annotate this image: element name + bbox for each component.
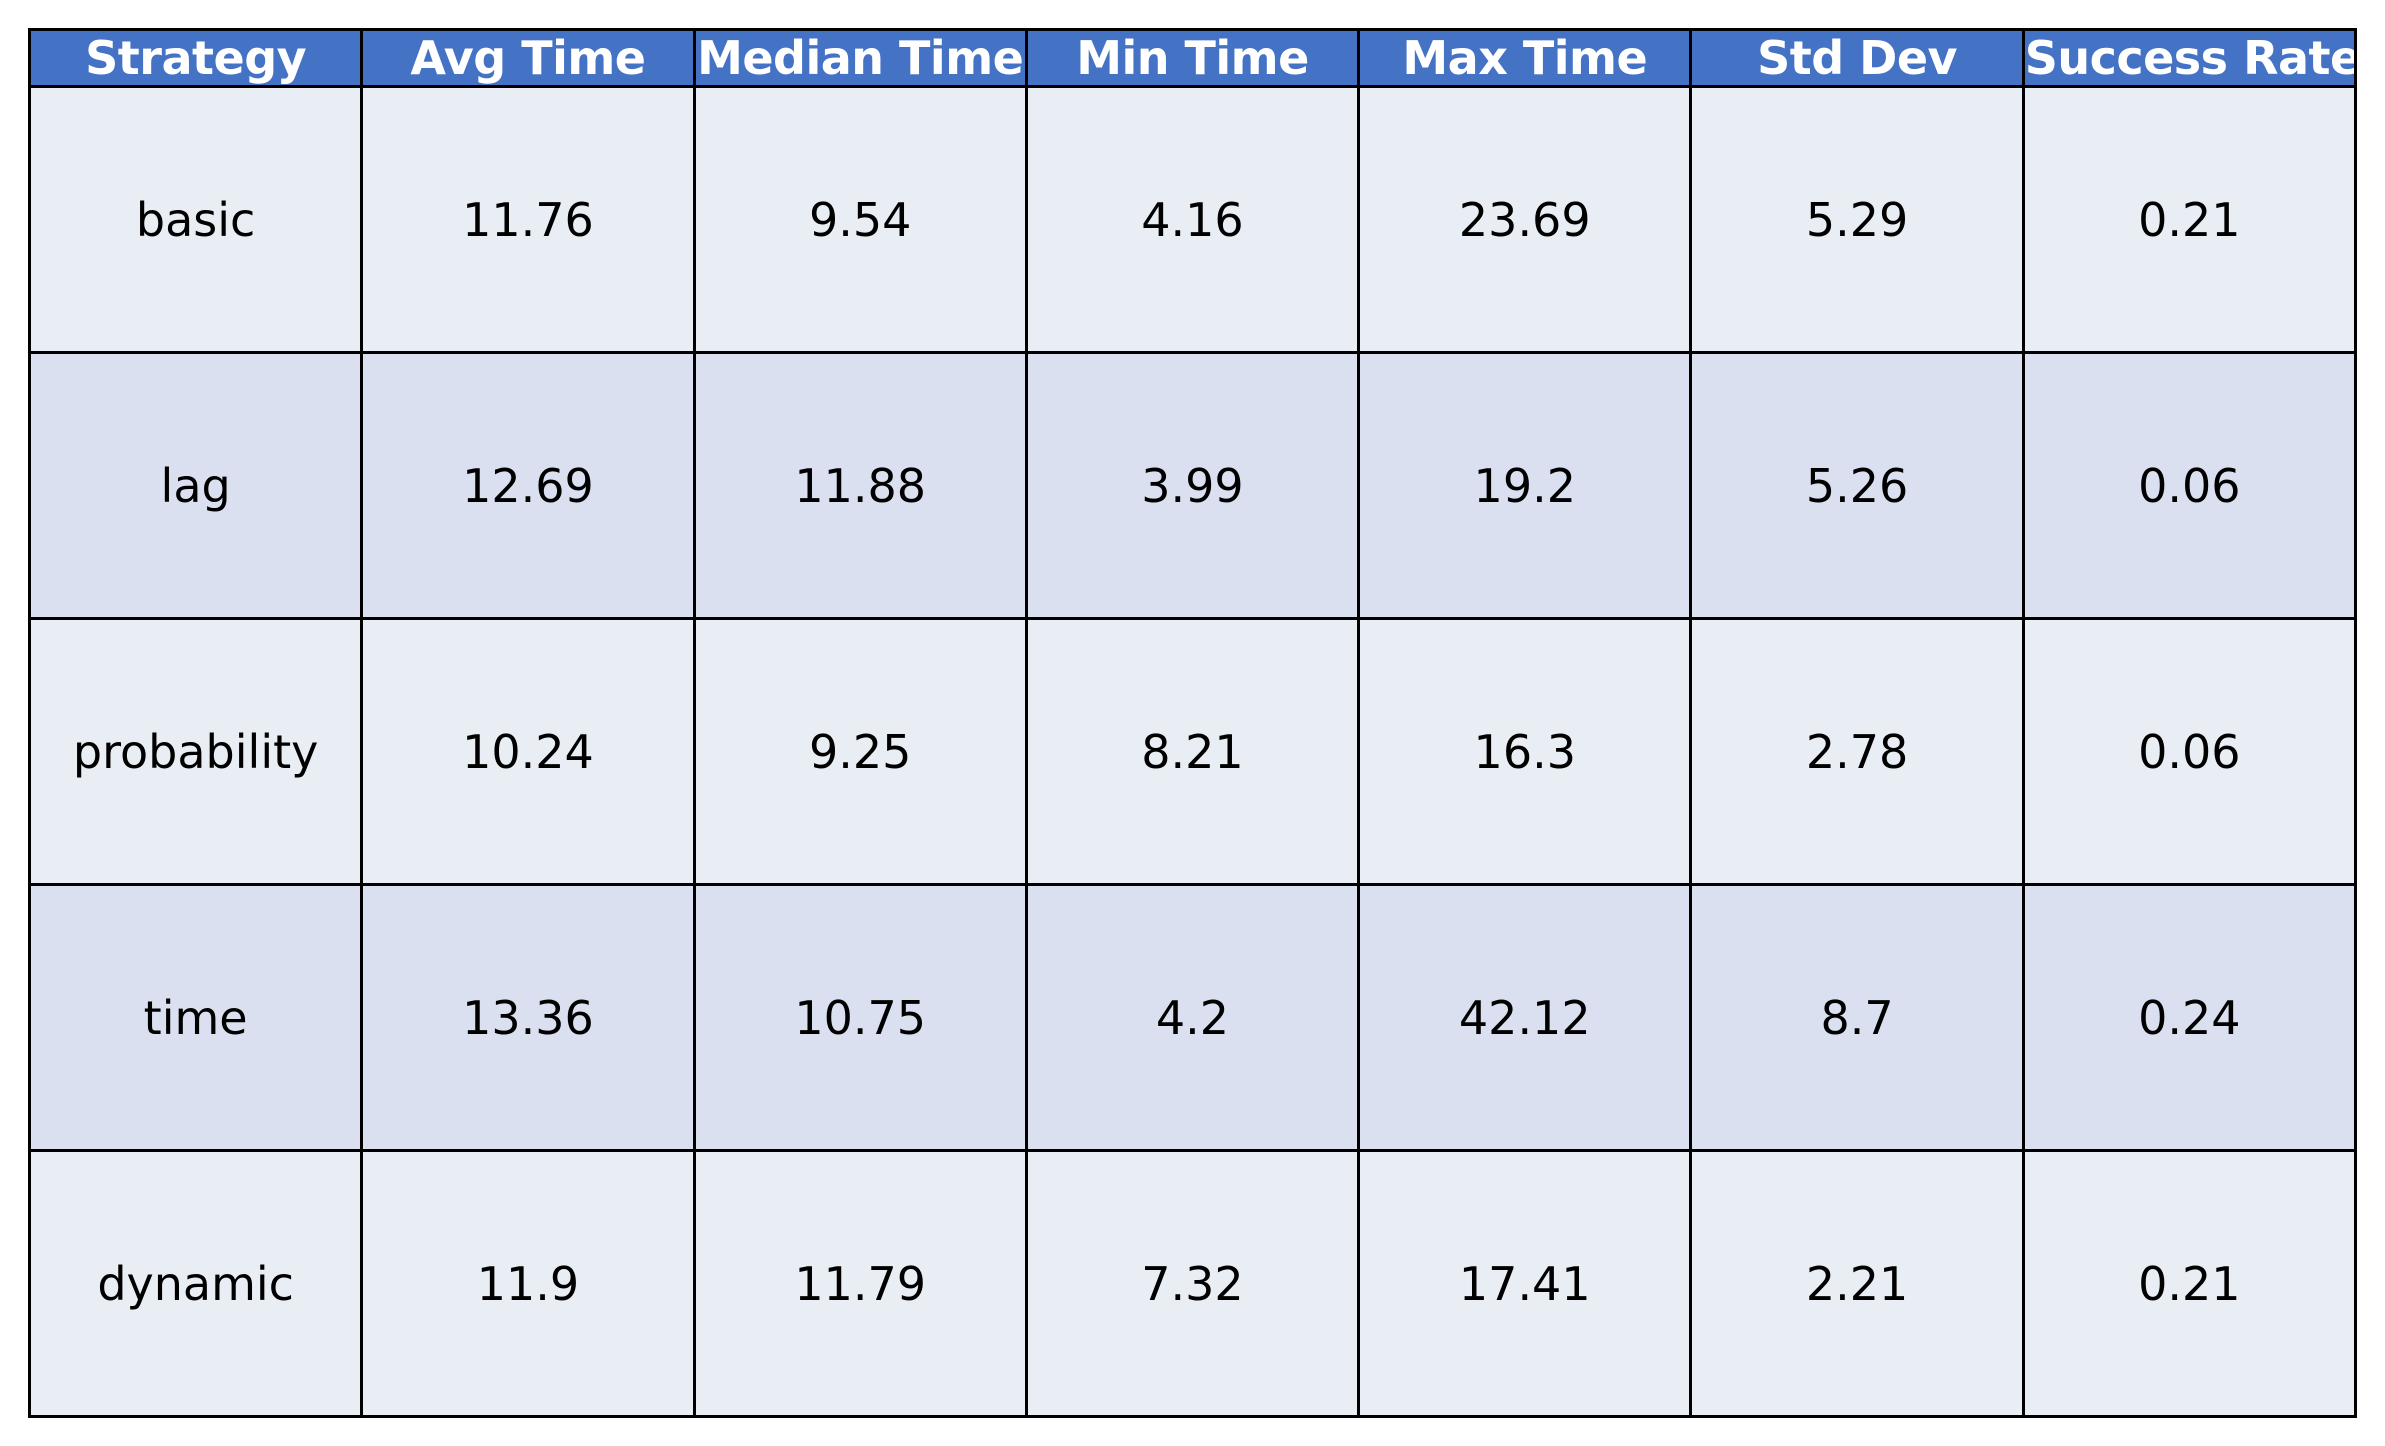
cell-strategy: lag [27,351,364,620]
table-row: dynamic 11.9 11.79 7.32 17.41 2.21 0.21 [27,1149,2358,1418]
cell-min-time: 7.32 [1024,1149,1361,1418]
cell-min-time: 8.21 [1024,617,1361,886]
cell-median-time: 11.79 [692,1149,1028,1418]
cell-max-time: 19.2 [1357,351,1693,620]
cell-min-time: 3.99 [1024,351,1361,620]
header-std-dev: Std Dev [1689,28,2025,88]
cell-success-rate: 0.06 [2021,617,2358,886]
cell-avg-time: 11.76 [360,85,696,354]
cell-min-time: 4.16 [1024,85,1361,354]
header-row: Strategy Avg Time Median Time Min Time M… [27,28,2358,88]
table-row: lag 12.69 11.88 3.99 19.2 5.26 0.06 [27,351,2358,620]
header-min-time: Min Time [1024,28,1361,88]
strategy-stats-table-container: Strategy Avg Time Median Time Min Time M… [27,28,2358,1418]
cell-max-time: 17.41 [1357,1149,1693,1418]
cell-median-time: 11.88 [692,351,1028,620]
cell-strategy: dynamic [27,1149,364,1418]
cell-max-time: 16.3 [1357,617,1693,886]
cell-min-time: 4.2 [1024,883,1361,1152]
cell-median-time: 9.54 [692,85,1028,354]
cell-median-time: 9.25 [692,617,1028,886]
cell-max-time: 23.69 [1357,85,1693,354]
cell-strategy: probability [27,617,364,886]
cell-avg-time: 12.69 [360,351,696,620]
header-max-time: Max Time [1357,28,1693,88]
header-strategy: Strategy [27,28,364,88]
cell-success-rate: 0.21 [2021,1149,2358,1418]
table-row: basic 11.76 9.54 4.16 23.69 5.29 0.21 [27,85,2358,354]
cell-std-dev: 2.21 [1689,1149,2025,1418]
header-median-time: Median Time [692,28,1028,88]
cell-max-time: 42.12 [1357,883,1693,1152]
strategy-stats-table: Strategy Avg Time Median Time Min Time M… [27,28,2358,1418]
cell-avg-time: 13.36 [360,883,696,1152]
cell-strategy: basic [27,85,364,354]
cell-success-rate: 0.06 [2021,351,2358,620]
table-row: probability 10.24 9.25 8.21 16.3 2.78 0.… [27,617,2358,886]
cell-std-dev: 2.78 [1689,617,2025,886]
cell-std-dev: 8.7 [1689,883,2025,1152]
table-row: time 13.36 10.75 4.2 42.12 8.7 0.24 [27,883,2358,1152]
cell-success-rate: 0.21 [2021,85,2358,354]
cell-median-time: 10.75 [692,883,1028,1152]
cell-avg-time: 10.24 [360,617,696,886]
cell-std-dev: 5.26 [1689,351,2025,620]
cell-avg-time: 11.9 [360,1149,696,1418]
header-avg-time: Avg Time [360,28,696,88]
cell-success-rate: 0.24 [2021,883,2358,1152]
cell-std-dev: 5.29 [1689,85,2025,354]
header-success-rate: Success Rate [2021,28,2358,88]
cell-strategy: time [27,883,364,1152]
